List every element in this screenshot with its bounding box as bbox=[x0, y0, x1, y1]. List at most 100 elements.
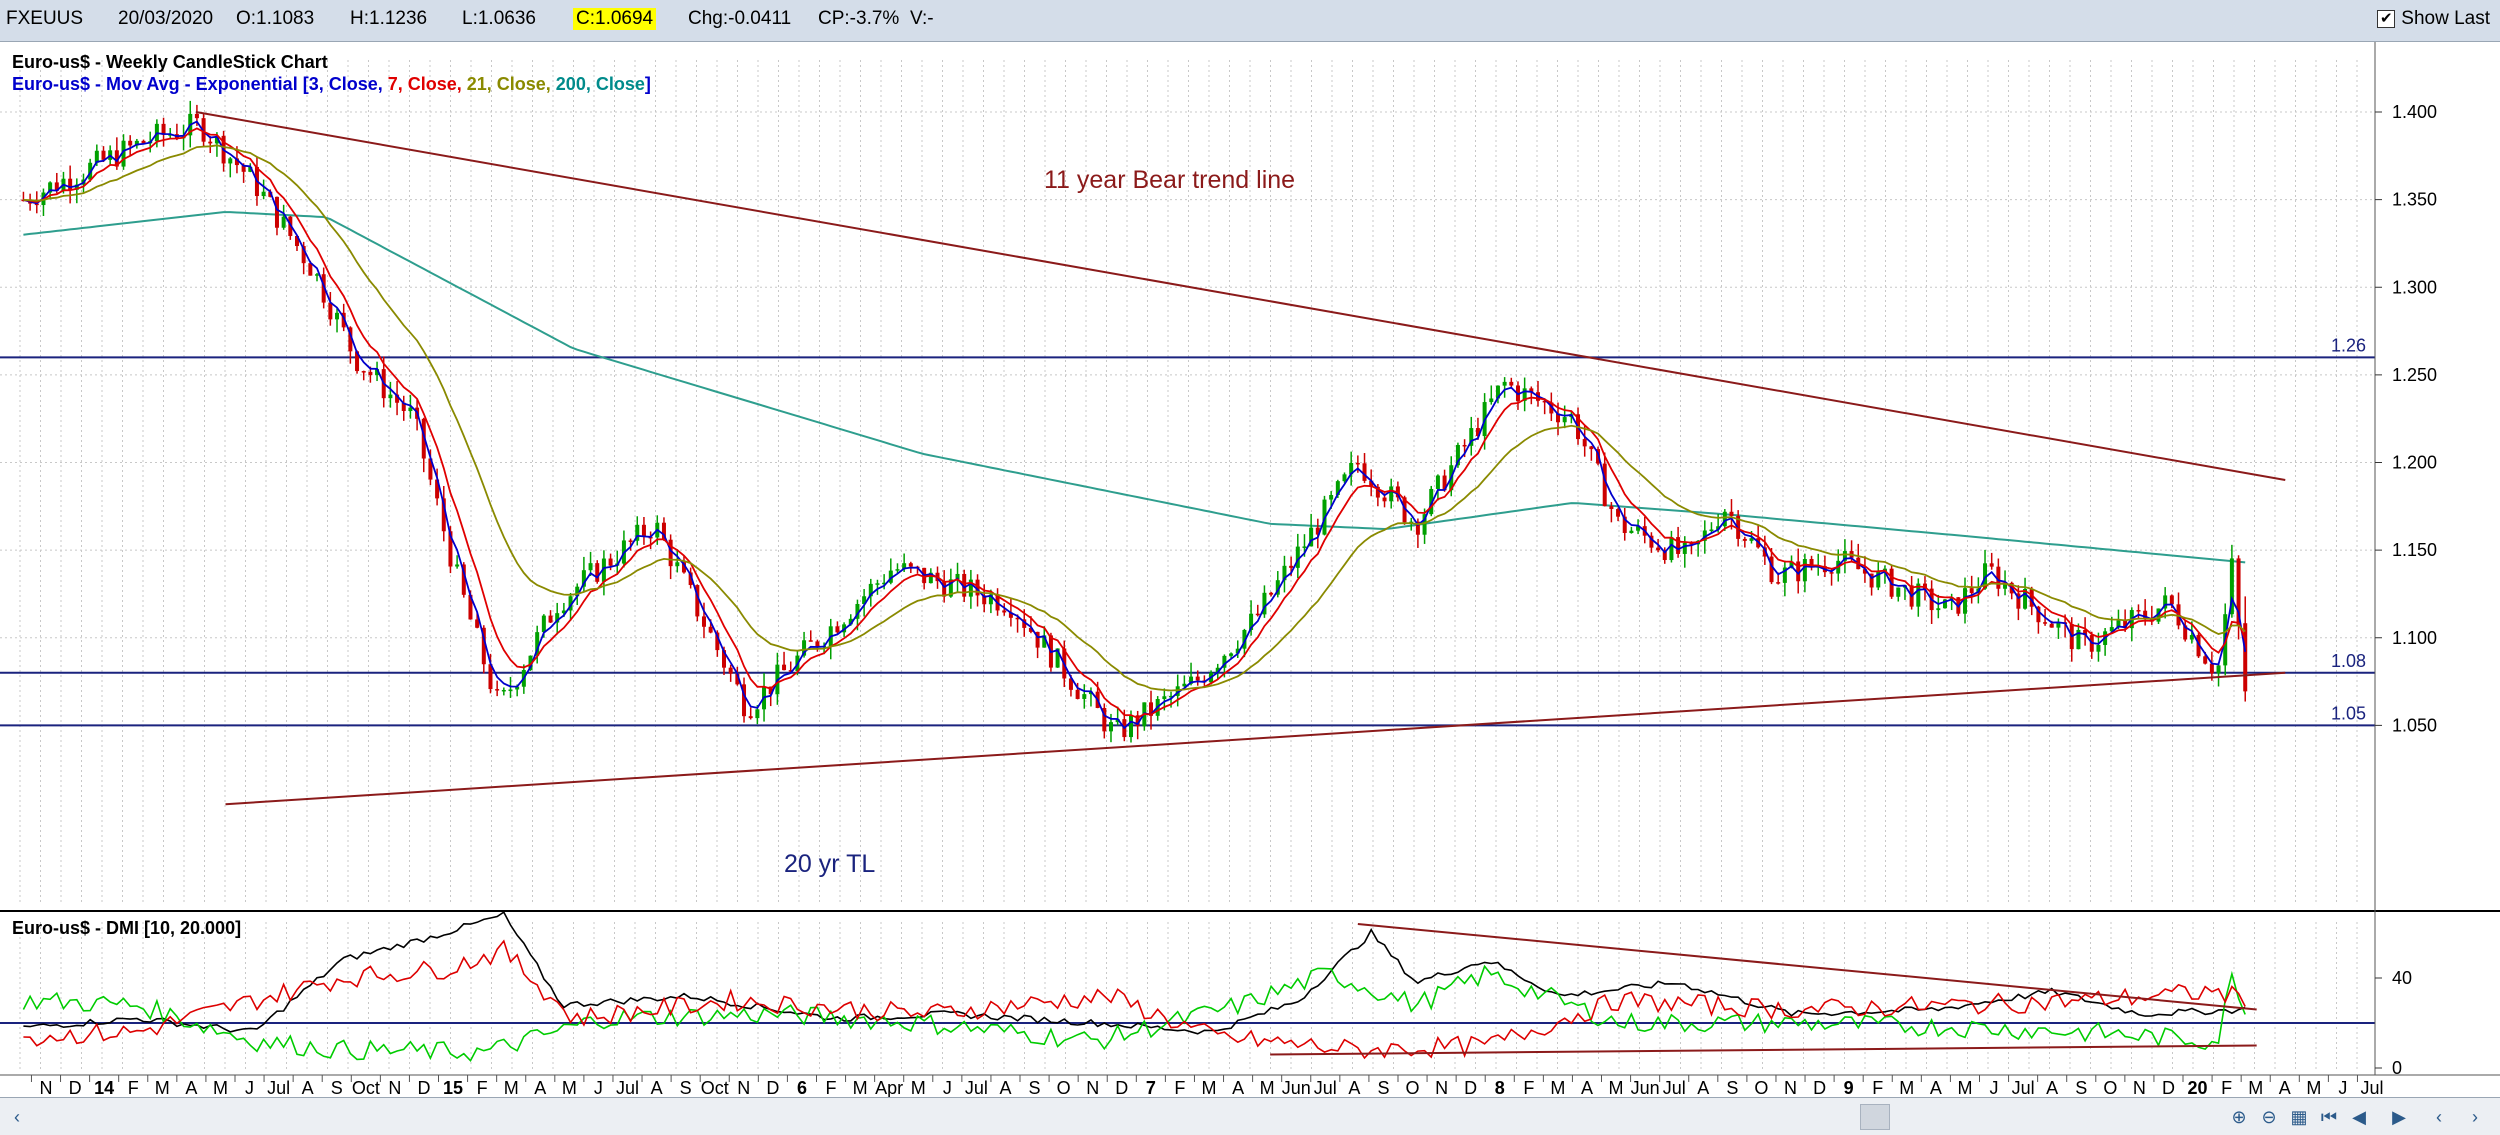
candle-body bbox=[134, 140, 139, 146]
x-tick-label: A bbox=[1930, 1078, 1942, 1097]
x-tick-label: F bbox=[128, 1078, 139, 1097]
pan-icon[interactable]: ▦ bbox=[2290, 1107, 2308, 1127]
dmi-plus-di-line bbox=[22, 964, 2246, 1063]
open-value: O:1.1083 bbox=[236, 8, 315, 29]
candle-body bbox=[1582, 439, 1587, 447]
candle-body bbox=[488, 664, 493, 690]
zoom-in-icon[interactable]: ⊕ bbox=[2231, 1107, 2247, 1127]
x-tick-label: S bbox=[331, 1078, 343, 1097]
x-tick-label: M bbox=[1260, 1078, 1275, 1097]
candle-body bbox=[1749, 538, 1754, 541]
candle-body bbox=[988, 594, 993, 605]
candle-body bbox=[1782, 567, 1787, 583]
x-tick-label: Jul bbox=[616, 1078, 639, 1097]
change-value: Chg:-0.0411 bbox=[688, 8, 792, 29]
x-tick-label: A bbox=[651, 1078, 663, 1097]
candle-body bbox=[1963, 588, 1968, 614]
candle-body bbox=[1722, 511, 1727, 527]
candle-body bbox=[942, 581, 947, 597]
candle-body bbox=[348, 327, 353, 352]
candle-body bbox=[1349, 462, 1354, 475]
candle-body bbox=[261, 191, 266, 197]
first-page-icon[interactable]: ⏮ bbox=[2320, 1107, 2338, 1127]
candle-body bbox=[448, 531, 453, 567]
candle-body bbox=[34, 203, 39, 206]
next-bar-icon[interactable]: › bbox=[2472, 1107, 2478, 1127]
candle-body bbox=[1169, 695, 1174, 698]
horizontal-scrollbar[interactable]: ‹ ⊕ ⊖ ▦ ⏮ ◀ ▶ ‹ › bbox=[0, 1097, 2500, 1135]
dmi-adx-line bbox=[23, 910, 2246, 1035]
candle-body bbox=[1949, 597, 1954, 600]
x-tick-label: Oct bbox=[352, 1078, 380, 1097]
candle-body bbox=[2183, 625, 2188, 640]
candle-body bbox=[2003, 582, 2008, 589]
candle-body bbox=[321, 274, 326, 303]
bear-trend-annotation: 11 year Bear trend line bbox=[1044, 166, 1295, 194]
twenty-year-tl-annotation: 20 yr TL bbox=[784, 850, 875, 878]
candle-body bbox=[688, 572, 693, 586]
candle-body bbox=[1262, 592, 1267, 615]
y-tick-label: 1.350 bbox=[2392, 190, 2437, 210]
candle-body bbox=[1996, 566, 2001, 589]
candle-body bbox=[1382, 497, 1387, 502]
next-page-icon[interactable]: ▶ bbox=[2392, 1107, 2406, 1127]
candle-body bbox=[561, 610, 566, 614]
y-tick-label: 1.400 bbox=[2392, 102, 2437, 122]
candle-body bbox=[548, 615, 553, 623]
show-last-checkbox[interactable]: ✔ bbox=[2377, 10, 2396, 28]
candle-body bbox=[2169, 595, 2174, 605]
candle-body bbox=[1676, 537, 1681, 554]
change-pct-value: CP:-3.7% bbox=[818, 8, 900, 29]
x-tick-label: S bbox=[1726, 1078, 1738, 1097]
candle-body bbox=[515, 686, 520, 690]
candle-body bbox=[1802, 559, 1807, 582]
candle-body bbox=[2136, 610, 2141, 612]
candle-body bbox=[635, 524, 640, 541]
candle-body bbox=[361, 371, 366, 373]
x-tick-label: J bbox=[943, 1078, 952, 1097]
candle-body bbox=[228, 158, 233, 164]
candle-body bbox=[208, 141, 213, 144]
candle-body bbox=[962, 573, 967, 597]
x-tick-label: M bbox=[1202, 1078, 1217, 1097]
candle-body bbox=[1042, 635, 1047, 648]
x-tick-label: 6 bbox=[797, 1078, 807, 1097]
x-tick-label: O bbox=[2103, 1078, 2117, 1097]
candle-body bbox=[2096, 644, 2101, 652]
zoom-out-icon[interactable]: ⊖ bbox=[2261, 1107, 2277, 1127]
dmi-minus-di-line bbox=[23, 939, 2246, 1060]
candle-body bbox=[575, 586, 580, 597]
candle-body bbox=[375, 369, 380, 376]
candle-body bbox=[48, 182, 53, 193]
x-tick-label: M bbox=[2248, 1078, 2263, 1097]
candle-body bbox=[1002, 610, 1007, 613]
x-tick-label: O bbox=[1057, 1078, 1071, 1097]
scroll-left-icon[interactable]: ‹ bbox=[14, 1107, 20, 1127]
candle-body bbox=[1422, 514, 1427, 535]
scrollbar-thumb[interactable] bbox=[1860, 1104, 1890, 1130]
candle-body bbox=[1682, 542, 1687, 554]
candle-body bbox=[1616, 509, 1621, 517]
candle-body bbox=[601, 558, 606, 582]
candle-body bbox=[1088, 691, 1093, 695]
candle-body bbox=[214, 135, 219, 144]
candle-body bbox=[1175, 686, 1180, 696]
candle-body bbox=[94, 150, 99, 163]
x-tick-label: F bbox=[1174, 1078, 1185, 1097]
candle-body bbox=[1008, 612, 1013, 618]
candle-body bbox=[1429, 488, 1434, 515]
prev-bar-icon[interactable]: ‹ bbox=[2436, 1107, 2442, 1127]
dmi-y-tick-label: 0 bbox=[2392, 1058, 2402, 1078]
candle-body bbox=[1862, 569, 1867, 574]
candle-body bbox=[1269, 592, 1274, 595]
prev-page-icon[interactable]: ◀ bbox=[2352, 1107, 2366, 1127]
candle-body bbox=[2016, 593, 2021, 609]
candle-body bbox=[1215, 667, 1220, 673]
candle-body bbox=[2229, 558, 2234, 615]
candle-body bbox=[1562, 417, 1567, 423]
x-tick-label: D bbox=[766, 1078, 779, 1097]
candle-body bbox=[708, 626, 713, 633]
x-tick-label: D bbox=[1115, 1078, 1128, 1097]
x-tick-label: D bbox=[1464, 1078, 1477, 1097]
show-last-toggle[interactable]: ✔ Show Last bbox=[2377, 8, 2490, 30]
